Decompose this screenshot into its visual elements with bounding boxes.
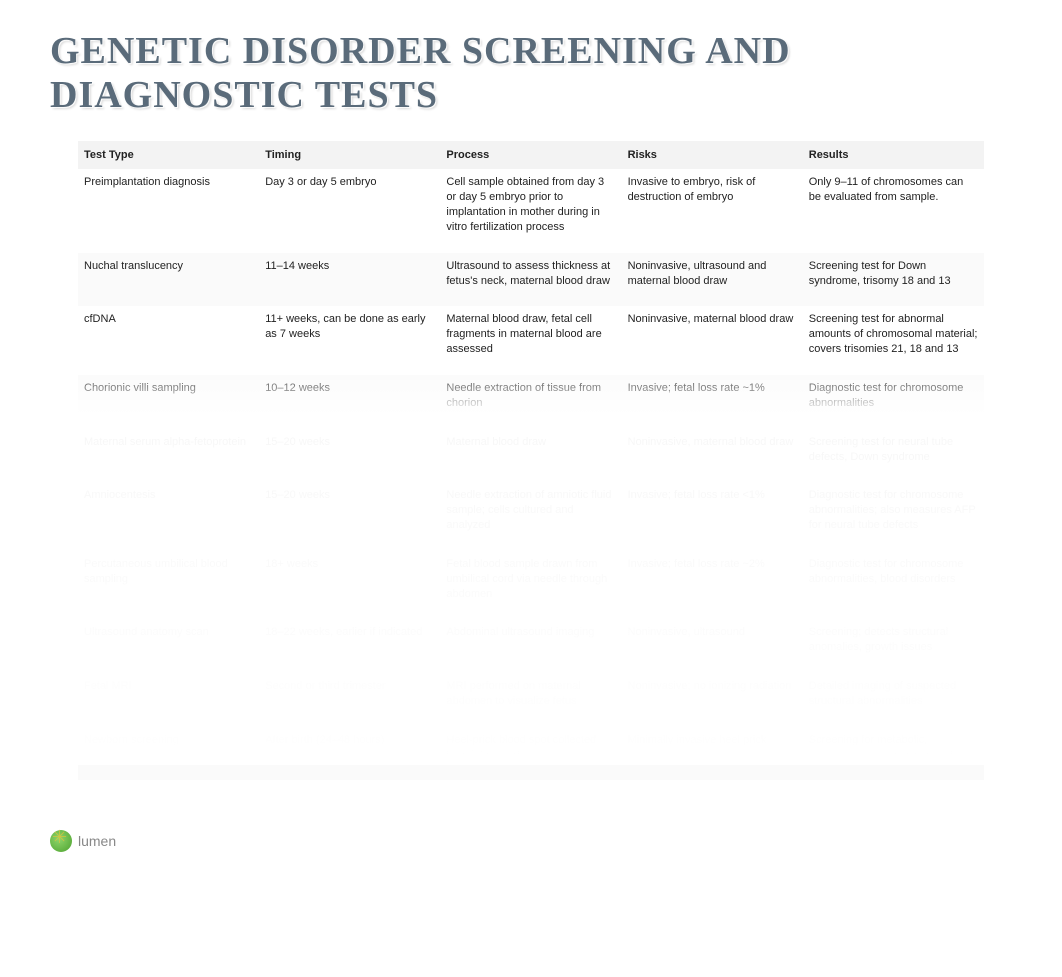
cell-timing: 11+ weeks, can be done as early as 7 wee…: [259, 306, 440, 375]
col-header-risks: Risks: [622, 141, 803, 169]
cell-results: Screening test for abnormal amounts of c…: [803, 306, 984, 375]
cell-type: Fetal MRI: [78, 673, 259, 727]
cell-risks: Invasive to embryo, risk of destruction …: [622, 169, 803, 252]
cell-results: Only 9–11 of chromosomes can be evaluate…: [803, 169, 984, 252]
cell-process: Needle extraction of amniotic fluid samp…: [440, 482, 621, 551]
page-title: GENETIC DISORDER SCREENING AND DIAGNOSTI…: [50, 30, 1012, 117]
cell-risks: Invasive; fetal loss rate <1%: [622, 482, 803, 551]
cell-process: Heel-prick blood spot collected from inf…: [440, 727, 621, 781]
tests-table: Test Type Timing Process Risks Results P…: [78, 141, 984, 780]
cell-type: Nuchal translucency: [78, 253, 259, 307]
cell-timing: Second or third trimester: [259, 673, 440, 727]
footer-logo-text: lumen: [78, 833, 116, 849]
cell-risks: Noninvasive, ultrasound: [622, 619, 803, 673]
cell-timing: 15–20 weeks: [259, 482, 440, 551]
cell-risks: Minimally invasive heel prick: [622, 727, 803, 781]
cell-process: Abdominal ultrasound imaging: [440, 619, 621, 673]
col-header-type: Test Type: [78, 141, 259, 169]
tests-table-wrap: Test Type Timing Process Risks Results P…: [78, 141, 984, 780]
table-row: Percutaneous umbilical blood sampling 18…: [78, 551, 984, 620]
cell-risks: Noninvasive; no ionizing radiation: [622, 673, 803, 727]
cell-results: Screening test for Down syndrome, trisom…: [803, 253, 984, 307]
table-row: Maternal serum alpha-fetoprotein 15–20 w…: [78, 429, 984, 483]
table-header-row: Test Type Timing Process Risks Results: [78, 141, 984, 169]
table-row: cfDNA 11+ weeks, can be done as early as…: [78, 306, 984, 375]
sun-icon: [50, 830, 72, 852]
cell-process: Fetal blood sample drawn from umbilical …: [440, 551, 621, 620]
cell-risks: Noninvasive, maternal blood draw: [622, 429, 803, 483]
cell-risks: Noninvasive, maternal blood draw: [622, 306, 803, 375]
cell-results: Diagnostic test for chromosome abnormali…: [803, 482, 984, 551]
table-row: Chorionic villi sampling 10–12 weeks Nee…: [78, 375, 984, 429]
cell-type: Percutaneous umbilical blood sampling: [78, 551, 259, 620]
cell-type: Ultrasound anatomy scan: [78, 619, 259, 673]
cell-type: Newborn screening: [78, 727, 259, 781]
table-row: Amniocentesis 15–20 weeks Needle extract…: [78, 482, 984, 551]
table-row: Fetal MRI Second or third trimester MRI …: [78, 673, 984, 727]
cell-results: Diagnostic test for chromosome abnormali…: [803, 551, 984, 620]
cell-timing: After birth (24–48 hours): [259, 727, 440, 781]
cell-results: Screening; detects structural anomalies,…: [803, 619, 984, 673]
cell-process: Cell sample obtained from day 3 or day 5…: [440, 169, 621, 252]
table-row: Ultrasound anatomy scan 18–22 weeks, ear…: [78, 619, 984, 673]
cell-timing: Day 3 or day 5 embryo: [259, 169, 440, 252]
cell-risks: Invasive; fetal loss rate ~1%: [622, 375, 803, 429]
table-row: Nuchal translucency 11–14 weeks Ultrasou…: [78, 253, 984, 307]
cell-timing: 18–22 weeks, earlier if indicated: [259, 619, 440, 673]
col-header-process: Process: [440, 141, 621, 169]
cell-risks: Noninvasive, ultrasound and maternal blo…: [622, 253, 803, 307]
cell-results: Detailed imaging of suspected structural…: [803, 673, 984, 727]
cell-type: Maternal serum alpha-fetoprotein: [78, 429, 259, 483]
cell-process: Maternal blood draw, fetal cell fragment…: [440, 306, 621, 375]
cell-timing: 15–20 weeks: [259, 429, 440, 483]
table-row: Preimplantation diagnosis Day 3 or day 5…: [78, 169, 984, 252]
cell-timing: 10–12 weeks: [259, 375, 440, 429]
cell-process: Ultrasound to assess thickness at fetus'…: [440, 253, 621, 307]
cell-results: Diagnostic test for chromosome abnormali…: [803, 375, 984, 429]
cell-type: cfDNA: [78, 306, 259, 375]
cell-type: Preimplantation diagnosis: [78, 169, 259, 252]
cell-results: Screening for metabolic, endocrine, and …: [803, 727, 984, 781]
cell-risks: Invasive; fetal loss rate ~2%: [622, 551, 803, 620]
cell-type: Amniocentesis: [78, 482, 259, 551]
cell-process: MRI performed on maternal abdomen to vis…: [440, 673, 621, 727]
table-body: Preimplantation diagnosis Day 3 or day 5…: [78, 169, 984, 780]
footer-logo: lumen: [50, 830, 1012, 852]
col-header-results: Results: [803, 141, 984, 169]
cell-results: Screening test for neural tube defects, …: [803, 429, 984, 483]
cell-timing: 18+ weeks: [259, 551, 440, 620]
cell-timing: 11–14 weeks: [259, 253, 440, 307]
cell-process: Maternal blood draw: [440, 429, 621, 483]
page: GENETIC DISORDER SCREENING AND DIAGNOSTI…: [50, 30, 1012, 852]
col-header-timing: Timing: [259, 141, 440, 169]
table-row: Newborn screening After birth (24–48 hou…: [78, 727, 984, 781]
cell-type: Chorionic villi sampling: [78, 375, 259, 429]
cell-process: Needle extraction of tissue from chorion: [440, 375, 621, 429]
